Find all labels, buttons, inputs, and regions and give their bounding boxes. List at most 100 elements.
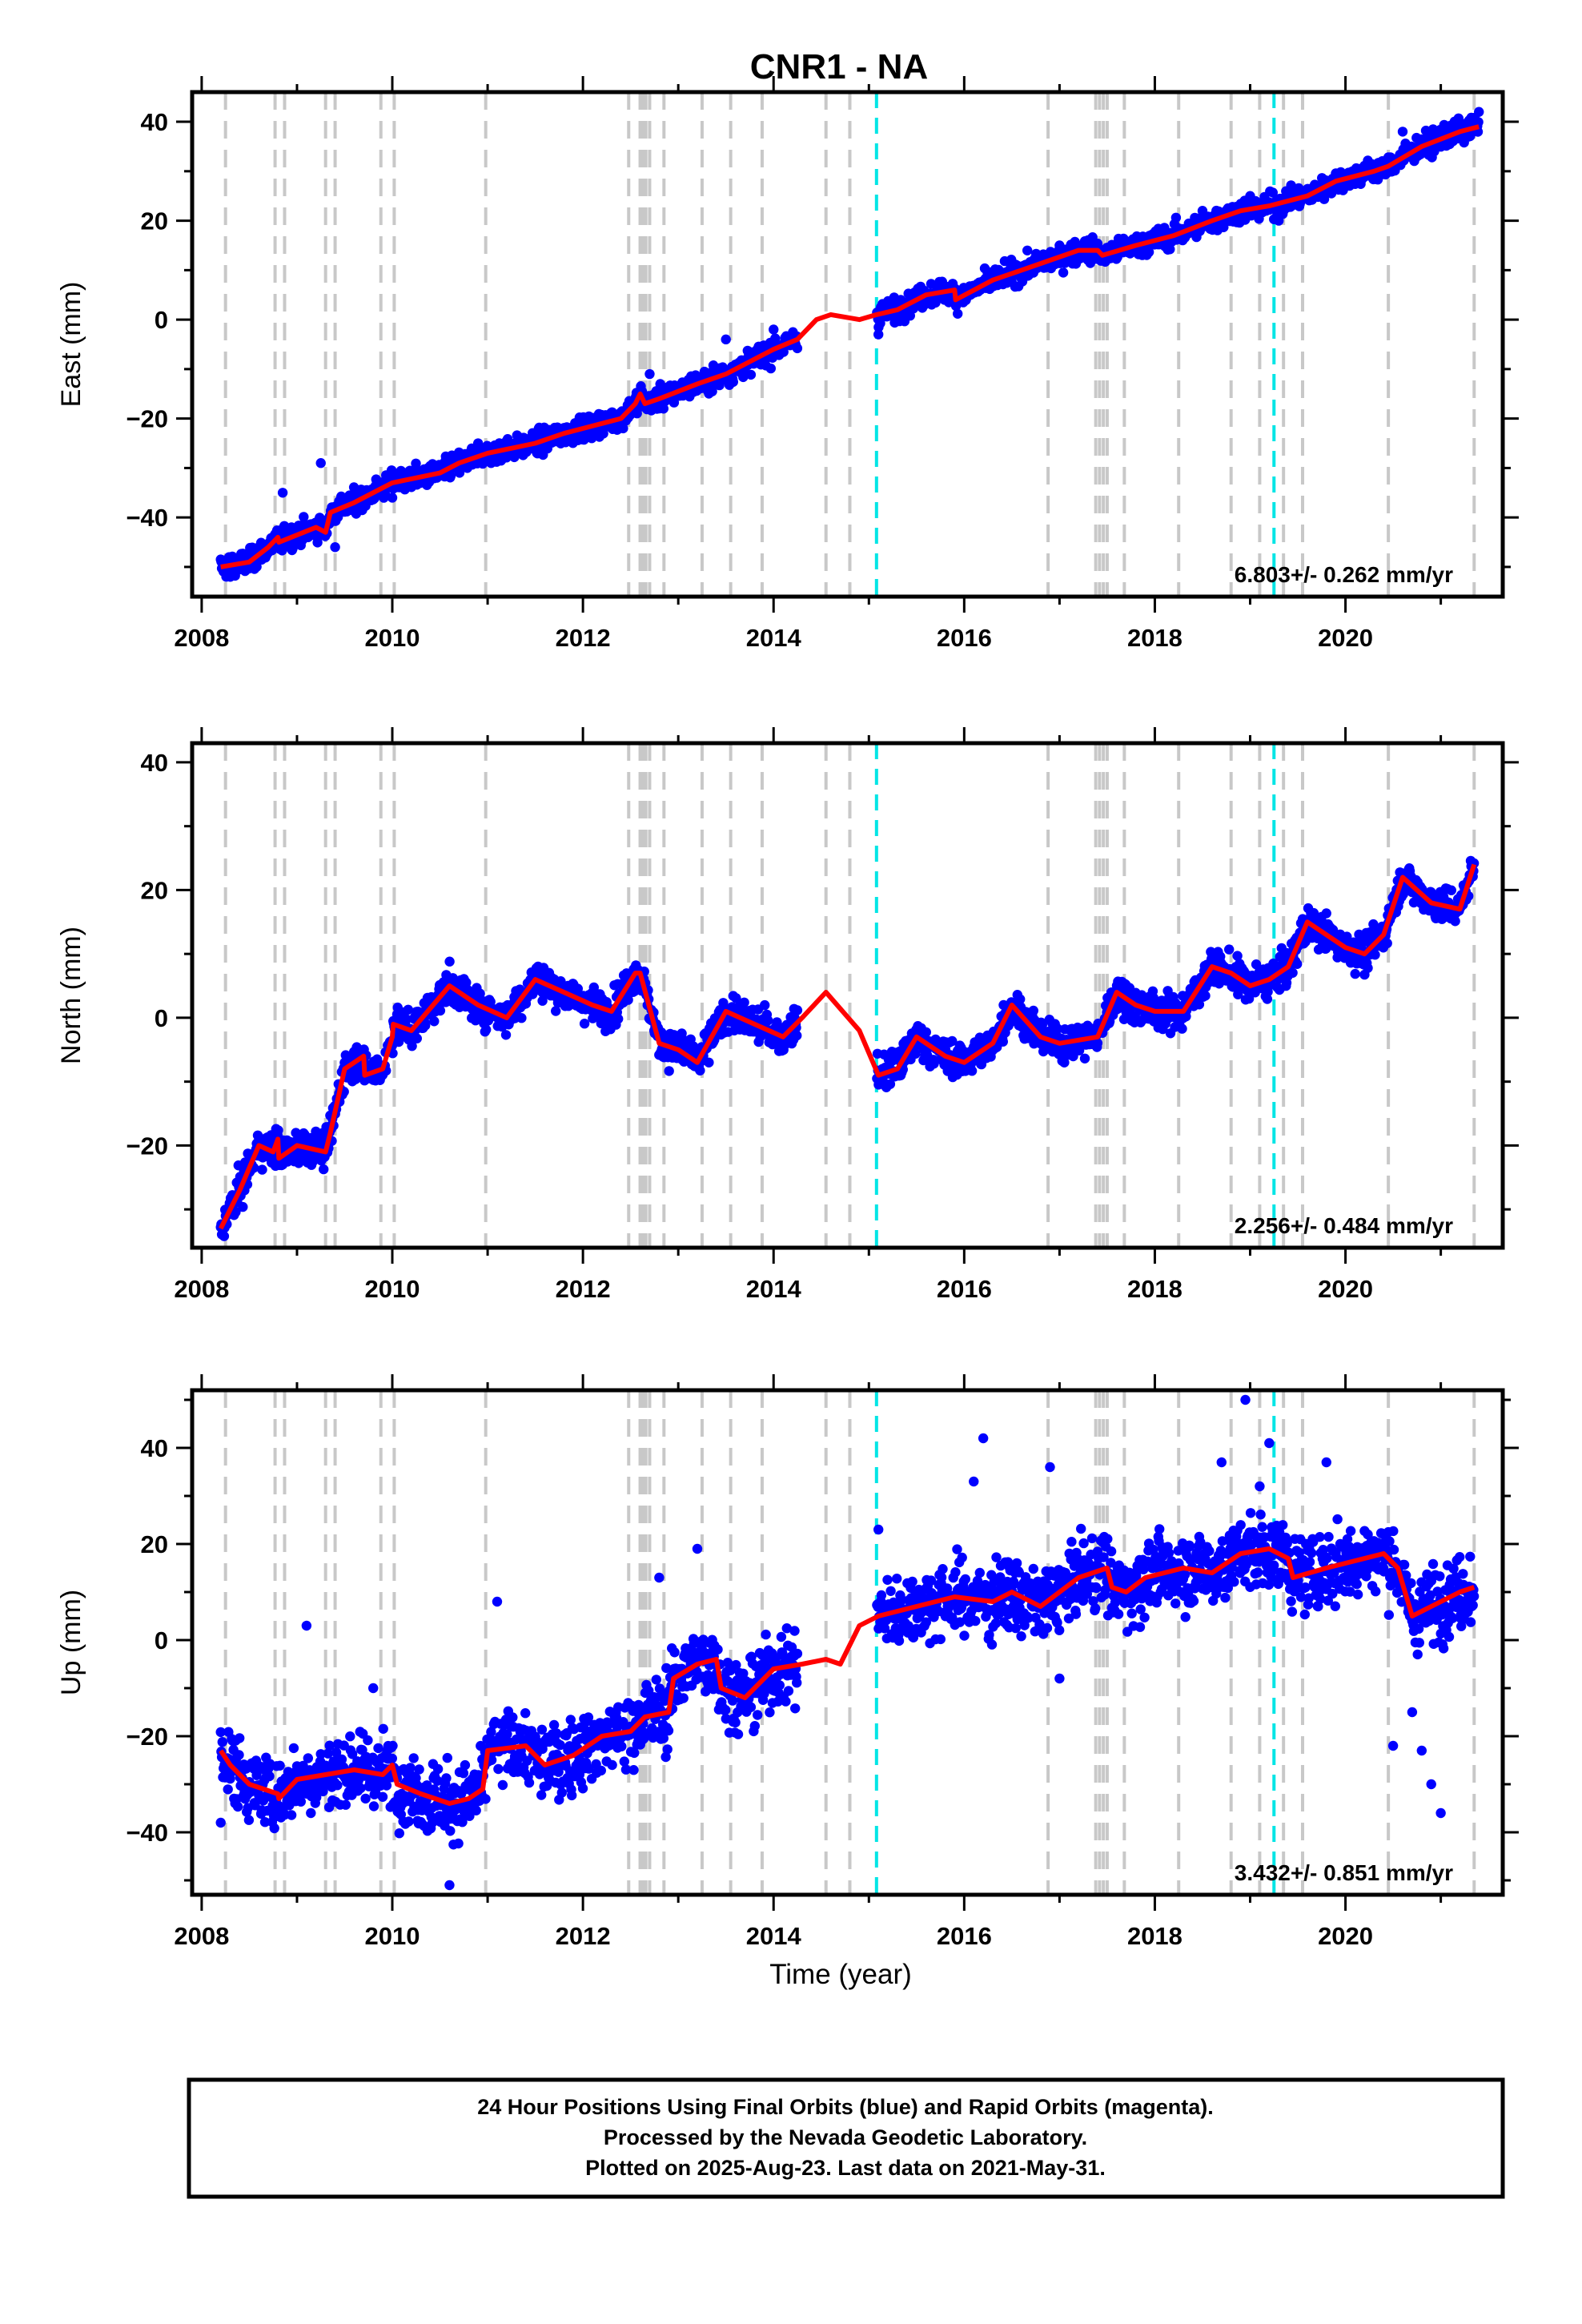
data-point xyxy=(355,1783,366,1794)
data-point xyxy=(1079,1053,1090,1064)
outlier-point xyxy=(1197,206,1208,216)
plot-frame xyxy=(190,741,1505,1250)
data-point xyxy=(1233,989,1243,999)
data-point xyxy=(299,512,309,522)
data-point xyxy=(273,1125,283,1136)
data-point xyxy=(360,1793,371,1804)
plot-area xyxy=(215,92,1484,597)
data-point xyxy=(442,1752,452,1763)
panel-up: 2008 2010 2012 2014 2016 2018 2020−40−2002040U… xyxy=(56,1374,1519,1950)
data-point xyxy=(1092,1038,1103,1048)
data-point xyxy=(219,1231,230,1241)
outlier-point xyxy=(225,572,235,582)
data-point xyxy=(664,1066,674,1076)
data-point xyxy=(408,1753,419,1763)
data-point xyxy=(998,1036,1009,1047)
data-point xyxy=(765,363,776,374)
x-tick-label: 2014 xyxy=(746,1275,802,1303)
panels: 2008 2010 2012 2014 2016 2018 2020−40−2002040E… xyxy=(56,76,1519,1950)
data-point xyxy=(623,995,633,1005)
data-point xyxy=(411,458,421,468)
data-point xyxy=(792,1005,803,1015)
data-point xyxy=(223,1784,233,1795)
x-tick-label: 2016 xyxy=(937,1275,992,1303)
data-point xyxy=(1037,1019,1048,1030)
data-point xyxy=(1342,931,1352,942)
data-point xyxy=(1200,991,1211,1001)
data-point xyxy=(445,1826,456,1836)
data-point xyxy=(910,1048,921,1059)
data-point xyxy=(1058,267,1069,278)
data-point xyxy=(481,1024,492,1035)
data-point xyxy=(1350,968,1360,979)
data-point xyxy=(579,1019,590,1029)
data-point xyxy=(407,1041,417,1051)
model-line xyxy=(220,124,1480,569)
data-point xyxy=(264,1771,275,1782)
data-point xyxy=(373,1743,383,1754)
y-tick-label: −40 xyxy=(126,504,168,532)
y-tick-label: 40 xyxy=(141,108,168,136)
data-point xyxy=(1177,1023,1187,1034)
x-tick-label: 2012 xyxy=(556,624,611,652)
y-tick-label: 0 xyxy=(155,1004,168,1032)
data-point xyxy=(695,1065,705,1076)
plot-frame xyxy=(190,90,1505,599)
data-point xyxy=(288,1743,299,1754)
x-tick-label: 2010 xyxy=(365,1275,420,1303)
outlier-point xyxy=(1397,127,1408,137)
series-final-orbits xyxy=(215,855,1480,1241)
outlier-point xyxy=(721,334,731,345)
x-tick-label: 2018 xyxy=(1127,1275,1182,1303)
data-point xyxy=(739,997,749,1008)
data-point xyxy=(1262,994,1273,1004)
data-point xyxy=(420,1020,431,1031)
data-point xyxy=(1059,1057,1070,1068)
data-point xyxy=(728,376,738,388)
x-tick-label: 2020 xyxy=(1318,1275,1373,1303)
data-point xyxy=(404,1816,414,1827)
data-point xyxy=(655,379,665,389)
data-point xyxy=(1165,244,1175,255)
data-point xyxy=(1363,963,1373,973)
data-point xyxy=(234,1750,244,1760)
plot-area xyxy=(215,743,1480,1248)
model-line xyxy=(219,863,1477,1230)
x-tick-label: 2012 xyxy=(556,1275,611,1303)
data-point xyxy=(243,1815,255,1825)
data-point xyxy=(286,1810,297,1820)
data-point xyxy=(475,988,485,999)
data-point xyxy=(1446,885,1457,895)
data-point xyxy=(332,1780,343,1791)
data-point xyxy=(1136,990,1147,1000)
data-point xyxy=(378,1723,388,1734)
data-point xyxy=(792,343,803,354)
y-tick-label: 20 xyxy=(141,207,168,235)
data-point xyxy=(303,1753,313,1763)
data-point xyxy=(460,1759,471,1771)
plot-area xyxy=(215,1390,1480,1895)
data-point xyxy=(403,1004,413,1015)
data-point xyxy=(453,1838,464,1849)
y-tick-label: −20 xyxy=(126,405,168,433)
data-point xyxy=(792,1030,802,1041)
data-point xyxy=(613,1014,624,1024)
data-point xyxy=(377,1791,388,1802)
data-point xyxy=(1224,944,1235,955)
data-point xyxy=(217,1737,227,1747)
panel-east: 2008 2010 2012 2014 2016 2018 2020−40−2002040E… xyxy=(56,76,1519,652)
x-tick-label: 2018 xyxy=(1127,624,1182,652)
outlier-point xyxy=(330,542,340,553)
data-point xyxy=(745,369,757,380)
outlier-point xyxy=(315,458,326,468)
data-point xyxy=(1321,908,1331,919)
data-point xyxy=(363,1735,373,1746)
outlier-point xyxy=(1274,215,1284,226)
data-point xyxy=(405,1763,416,1773)
data-point xyxy=(295,1796,306,1807)
x-tick-label: 2010 xyxy=(365,624,420,652)
data-point xyxy=(1473,117,1484,127)
data-point xyxy=(435,1005,446,1016)
data-point xyxy=(885,1079,896,1090)
chart-title: CNR1 - NA xyxy=(750,47,928,86)
